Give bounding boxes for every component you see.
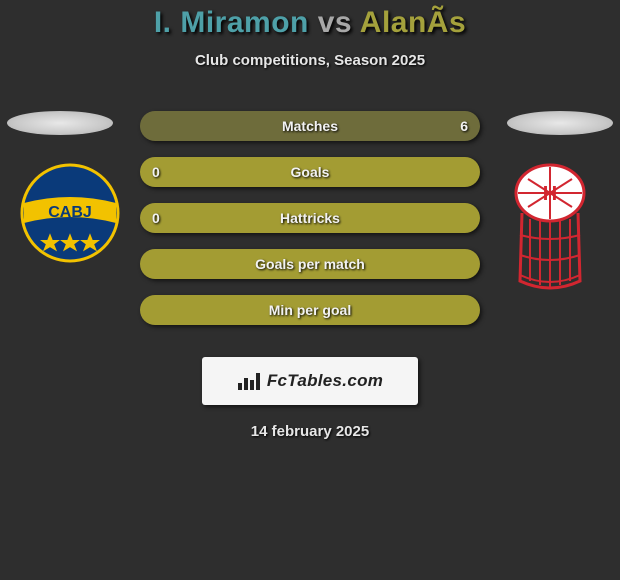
svg-text:H: H	[543, 183, 557, 205]
boca-crest-icon: CABJ	[20, 163, 120, 263]
stat-row-hattricks: 0 Hattricks	[140, 203, 480, 233]
stats-column: Matches 6 0 Goals 0 Hattricks Goals per …	[140, 111, 480, 341]
stat-row-goals-per-match: Goals per match	[140, 249, 480, 279]
stat-label: Goals	[291, 164, 330, 180]
subtitle: Club competitions, Season 2025	[0, 52, 620, 69]
stat-label: Matches	[282, 118, 338, 134]
crest-shadow-left	[7, 111, 113, 135]
stat-right-value	[456, 249, 480, 279]
brand-box: FcTables.com	[202, 357, 418, 405]
svg-text:CABJ: CABJ	[48, 204, 92, 221]
stat-label: Hattricks	[280, 210, 340, 226]
date-text: 14 february 2025	[0, 423, 620, 440]
stat-left-value	[140, 249, 164, 279]
page-title: I. Miramon vs AlanÃ­s	[0, 6, 620, 40]
club-crest-right: H	[500, 163, 600, 263]
huracan-crest-icon: H	[500, 163, 600, 293]
stat-right-value	[456, 203, 480, 233]
stat-right-value: 6	[448, 111, 480, 141]
stat-left-value	[140, 295, 164, 325]
club-crest-left: CABJ	[20, 163, 120, 263]
stat-row-matches: Matches 6	[140, 111, 480, 141]
stat-row-goals: 0 Goals	[140, 157, 480, 187]
vs-text: vs	[318, 6, 352, 39]
stat-row-min-per-goal: Min per goal	[140, 295, 480, 325]
crest-shadow-right	[507, 111, 613, 135]
stat-label: Min per goal	[269, 302, 351, 318]
bar-chart-icon	[237, 371, 261, 391]
stat-label: Goals per match	[255, 256, 365, 272]
comparison-card: I. Miramon vs AlanÃ­s Club competitions,…	[0, 0, 620, 580]
player2-name: AlanÃ­s	[360, 6, 466, 39]
stat-left-value	[140, 111, 164, 141]
player1-name: I. Miramon	[154, 6, 309, 39]
brand-text: FcTables.com	[267, 371, 383, 391]
comparison-body: CABJ H	[0, 111, 620, 341]
stat-right-value	[456, 157, 480, 187]
stat-left-value: 0	[140, 157, 172, 187]
stat-left-value: 0	[140, 203, 172, 233]
stat-right-value	[456, 295, 480, 325]
